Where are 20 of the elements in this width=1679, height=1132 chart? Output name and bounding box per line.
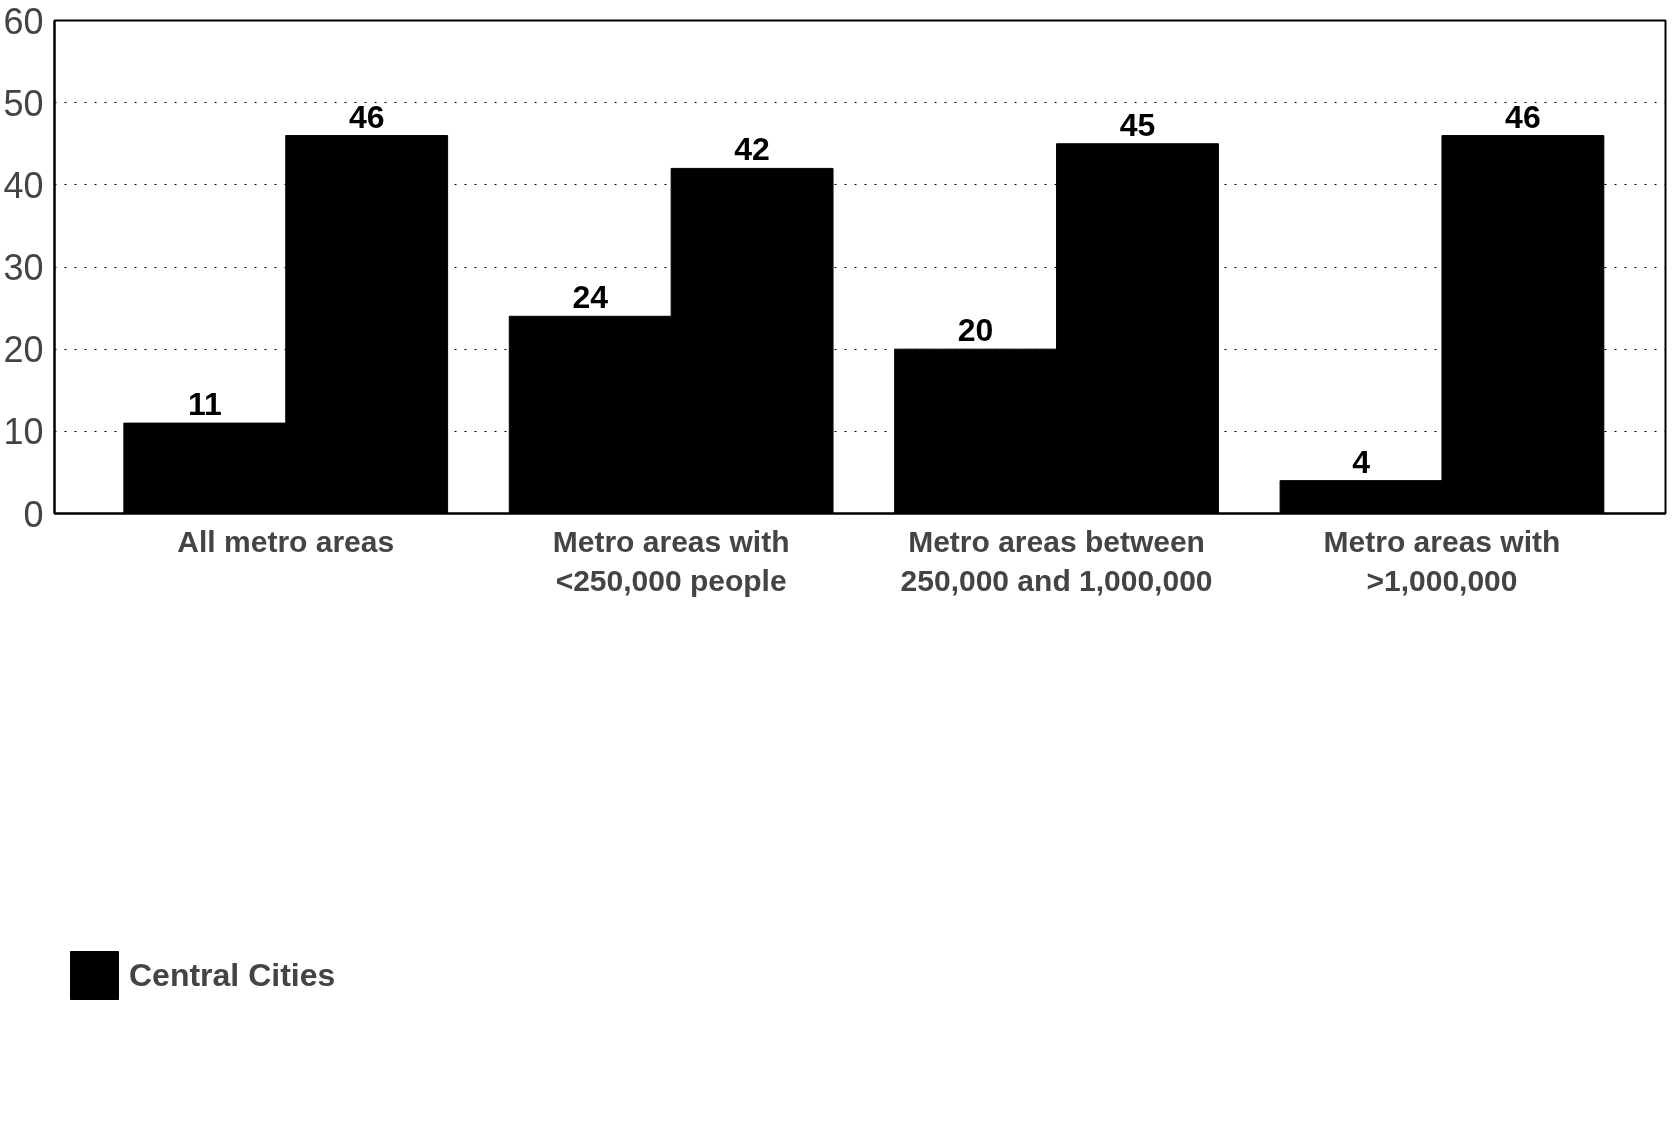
x-tick-label: Metro areas with >1,000,000 [1323, 524, 1561, 598]
data-label: 46 [348, 98, 385, 135]
legend-label: Central Cities [129, 956, 336, 994]
data-label: 42 [734, 131, 770, 168]
x-tick-label: Metro areas with <250,000 people [552, 524, 790, 598]
y-tick-label: 40 [3, 164, 44, 206]
y-tick-label: 60 [3, 0, 44, 42]
data-label: 45 [1119, 106, 1156, 143]
y-tick-label: 0 [23, 493, 44, 535]
data-label: 20 [957, 312, 994, 349]
y-tick-label: 10 [3, 411, 44, 453]
data-label: 11 [187, 386, 222, 423]
y-tick-label: 50 [3, 82, 44, 124]
data-label: 4 [1352, 443, 1371, 480]
x-tick-label: All metro areas [177, 524, 395, 558]
y-tick-label: 20 [3, 329, 44, 371]
x-tick-label: Metro areas between 250,000 and 1,000,000 [900, 524, 1213, 598]
y-tick-label: 30 [3, 247, 44, 288]
data-label: 46 [1505, 98, 1541, 135]
data-label: 24 [572, 279, 609, 316]
